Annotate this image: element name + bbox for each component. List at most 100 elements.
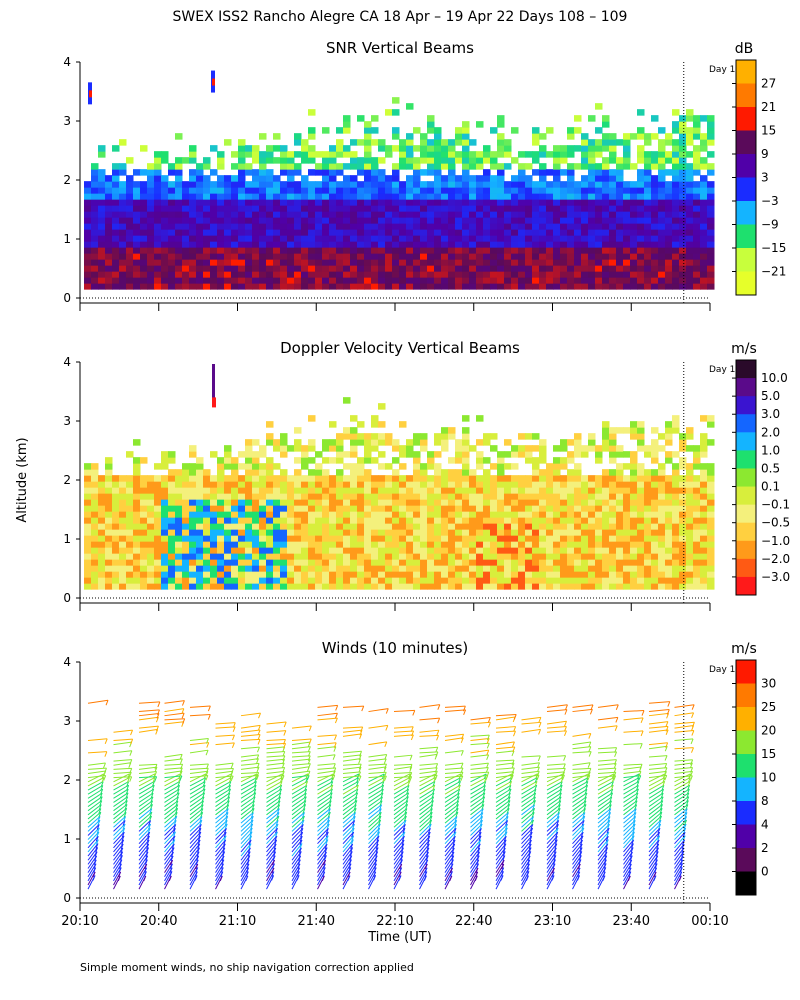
- velocity-cell: [287, 475, 295, 482]
- velocity-cell: [280, 481, 288, 488]
- snr-cell: [602, 199, 610, 206]
- snr-cell: [434, 223, 442, 230]
- wind-barb-flag: [299, 843, 303, 849]
- snr-cell: [490, 151, 498, 158]
- snr-cell: [609, 205, 617, 212]
- snr-cell: [602, 241, 610, 248]
- snr-cell: [476, 259, 484, 266]
- velocity-cell: [420, 481, 428, 488]
- velocity-cell: [602, 421, 610, 428]
- snr-cell: [147, 235, 155, 242]
- velocity-cell: [637, 535, 645, 542]
- snr-cell: [651, 187, 659, 194]
- snr-cell: [693, 157, 701, 164]
- snr-cell: [364, 229, 372, 236]
- velocity-cell: [315, 463, 323, 470]
- velocity-cell: [588, 529, 596, 536]
- velocity-cell: [112, 577, 120, 584]
- snr-cell: [392, 223, 400, 230]
- snr-cell: [231, 175, 239, 182]
- velocity-cell: [434, 475, 442, 482]
- velocity-cell: [161, 499, 169, 506]
- snr-cell: [665, 151, 673, 158]
- velocity-cell: [707, 421, 715, 428]
- velocity-cell: [434, 577, 442, 584]
- snr-cell: [357, 115, 365, 122]
- velocity-cell: [182, 505, 190, 512]
- velocity-cell: [427, 547, 435, 554]
- snr-cell: [567, 175, 575, 182]
- snr-cell: [252, 181, 260, 188]
- snr-cell: [609, 211, 617, 218]
- velocity-cell: [525, 445, 533, 452]
- wind-barb-flag: [277, 800, 281, 806]
- snr-cell: [294, 217, 302, 224]
- colorbar-swatch: [736, 154, 756, 178]
- velocity-cell: [196, 547, 204, 554]
- snr-cell: [259, 163, 267, 170]
- velocity-cell: [378, 553, 386, 560]
- velocity-cell: [602, 577, 610, 584]
- velocity-cell: [455, 499, 463, 506]
- wind-barb-flag: [96, 824, 100, 830]
- snr-cell: [546, 181, 554, 188]
- snr-cell: [693, 205, 701, 212]
- velocity-cell: [273, 565, 281, 572]
- velocity-cell: [196, 511, 204, 518]
- snr-cell: [413, 169, 421, 176]
- snr-cell: [231, 283, 239, 290]
- velocity-cell: [357, 421, 365, 428]
- velocity-cell: [245, 517, 253, 524]
- snr-cell: [329, 259, 337, 266]
- snr-cell: [532, 169, 540, 176]
- snr-cell: [616, 223, 624, 230]
- velocity-cell: [217, 553, 225, 560]
- snr-cell: [532, 223, 540, 230]
- snr-cell: [336, 151, 344, 158]
- velocity-cell: [294, 553, 302, 560]
- snr-cell: [490, 181, 498, 188]
- velocity-cell: [623, 499, 631, 506]
- velocity-cell: [168, 583, 176, 590]
- velocity-cell: [462, 523, 470, 530]
- velocity-cell: [399, 565, 407, 572]
- wind-barb: [87, 792, 103, 803]
- snr-cell: [462, 211, 470, 218]
- velocity-cell: [168, 451, 176, 458]
- velocity-cell: [273, 529, 281, 536]
- wind-barb-flag: [181, 712, 185, 719]
- snr-cell: [119, 193, 127, 200]
- wind-barb-flag: [273, 851, 277, 857]
- wind-barb: [240, 839, 252, 853]
- snr-cell: [336, 223, 344, 230]
- velocity-cell: [490, 487, 498, 494]
- snr-cell: [308, 253, 316, 260]
- velocity-cell: [707, 523, 715, 530]
- y-tick-label: 0: [63, 591, 71, 605]
- velocity-cell: [98, 517, 106, 524]
- snr-cell: [672, 277, 680, 284]
- snr-cell: [280, 163, 288, 170]
- snr-cell: [182, 187, 190, 194]
- velocity-cell: [189, 499, 197, 506]
- velocity-cell: [546, 475, 554, 482]
- snr-cell: [462, 235, 470, 242]
- velocity-cell: [469, 541, 477, 548]
- velocity-cell: [525, 433, 533, 440]
- velocity-cell: [385, 523, 393, 530]
- velocity-cell: [518, 559, 526, 566]
- velocity-cell: [105, 463, 113, 470]
- velocity-cell: [693, 559, 701, 566]
- snr-cell: [196, 229, 204, 236]
- velocity-cell: [490, 493, 498, 500]
- velocity-cell: [413, 571, 421, 578]
- velocity-cell: [112, 541, 120, 548]
- wind-barb: [317, 851, 327, 865]
- velocity-cell: [105, 505, 113, 512]
- snr-cell: [420, 139, 428, 146]
- velocity-cell: [539, 439, 547, 446]
- snr-cell: [378, 229, 386, 236]
- colorbar-swatch: [736, 414, 756, 433]
- snr-cell: [182, 223, 190, 230]
- velocity-cell: [406, 571, 414, 578]
